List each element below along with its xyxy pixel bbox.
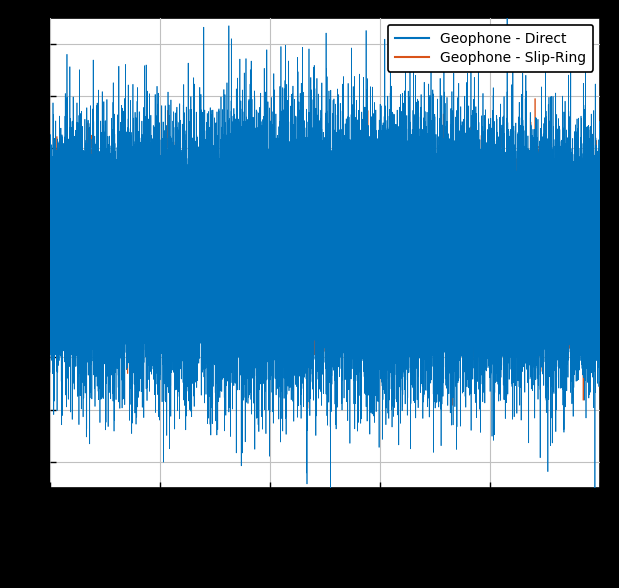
Geophone - Slip-Ring [345,223,352,230]
Geophone - Slip-Ring [257,233,264,240]
Geophone - Direct [591,505,599,512]
Geophone - Slip-Ring [84,260,91,267]
Geophone - Direct [257,262,264,269]
Geophone - Slip-Ring [455,237,462,244]
Geophone - Direct [84,183,91,191]
Geophone - Slip-Ring [46,193,53,201]
Geophone - Direct [455,170,462,177]
Geophone - Slip-Ring [178,240,186,247]
Geophone - Direct [503,8,511,15]
Geophone - Direct [597,248,604,255]
Line: Geophone - Slip-Ring: Geophone - Slip-Ring [50,99,600,408]
Geophone - Slip-Ring [304,405,311,412]
Geophone - Direct [46,161,53,168]
Legend: Geophone - Direct, Geophone - Slip-Ring: Geophone - Direct, Geophone - Slip-Ring [387,25,594,72]
Line: Geophone - Direct: Geophone - Direct [50,11,600,508]
Geophone - Direct [378,198,385,205]
Geophone - Direct [345,306,352,313]
Geophone - Slip-Ring [378,266,385,273]
Geophone - Slip-Ring [531,95,539,102]
Geophone - Direct [178,216,186,223]
Geophone - Slip-Ring [597,293,604,300]
